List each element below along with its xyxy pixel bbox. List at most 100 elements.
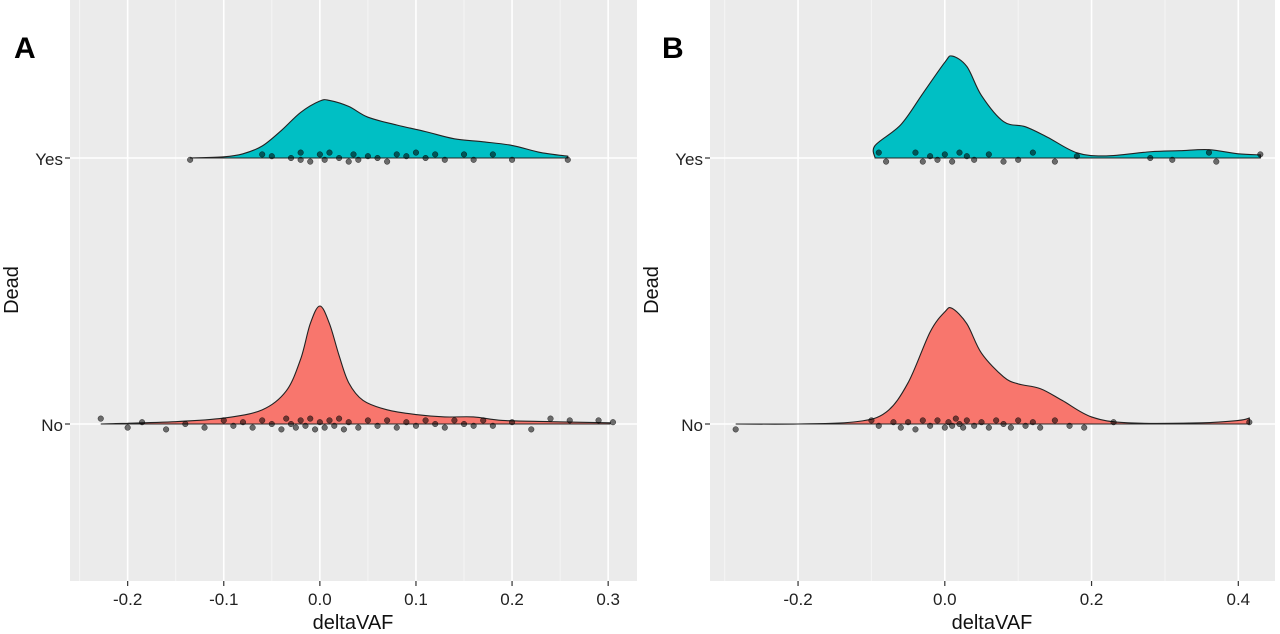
x-tick-label: 0.2 [500, 590, 524, 609]
series-a [97, 99, 617, 433]
data-point-no [547, 415, 554, 422]
data-point-no [201, 424, 208, 431]
panel-a: A -0.2 -0.1 0.0 0.1 0.2 0.3 No Yes deltaVAF Dea… [1, 0, 637, 634]
axes-b: -0.2 0.0 0.2 0.4 No Yes [675, 150, 1250, 609]
data-point-yes [934, 156, 941, 163]
y-tick-label: No [41, 416, 63, 435]
data-point-yes [384, 158, 391, 165]
data-point-yes [374, 154, 381, 162]
data-point-no [489, 422, 496, 429]
data-point-no [1246, 419, 1253, 426]
data-point-no [422, 417, 429, 424]
data-point-yes [268, 153, 275, 160]
data-point-no [609, 419, 617, 426]
density-ridge-no [735, 306, 1250, 425]
axes-a: -0.2 -0.1 0.0 0.1 0.2 0.3 No Yes [35, 150, 620, 609]
data-point-no [1066, 422, 1073, 429]
data-point-no [374, 422, 381, 429]
y-tick-label: No [681, 416, 703, 435]
data-point-yes [1051, 158, 1058, 165]
data-point-no [384, 417, 391, 424]
data-point-no [259, 417, 266, 424]
data-point-no [331, 422, 338, 429]
x-tick-label: -0.2 [783, 590, 812, 609]
plot-background-a [70, 0, 637, 581]
data-point-no [470, 422, 477, 429]
data-point-no [1051, 417, 1058, 424]
data-point-no [595, 417, 602, 424]
data-point-yes [403, 153, 410, 160]
data-point-no [230, 422, 237, 429]
data-point-yes [489, 151, 496, 158]
data-point-no [268, 420, 275, 428]
data-point-yes [287, 154, 295, 162]
data-point-yes [941, 151, 948, 158]
x-axis-title-b: deltaVAF [952, 612, 1033, 634]
panel-label-b: B [662, 32, 684, 65]
data-point-no [297, 417, 304, 424]
data-point-yes [1213, 158, 1220, 165]
data-point-no [412, 422, 420, 429]
data-point-yes [1000, 158, 1007, 165]
data-point-yes [350, 151, 357, 158]
data-point-no [941, 424, 948, 431]
data-point-no [993, 417, 1000, 424]
x-tick-label: 0.0 [308, 590, 332, 609]
data-point-yes [985, 151, 992, 158]
data-point-no [364, 417, 371, 424]
x-tick-label: 0.0 [933, 590, 957, 609]
data-point-yes [509, 156, 516, 163]
data-point-yes [1257, 151, 1264, 158]
data-point-no [566, 417, 573, 424]
data-point-yes [470, 156, 477, 163]
x-tick-label: 0.1 [404, 590, 428, 609]
data-point-no [956, 420, 963, 428]
x-tick-label: 0.4 [1226, 590, 1250, 609]
data-point-no [963, 417, 970, 424]
data-point-no [971, 422, 978, 429]
data-point-yes [355, 156, 362, 163]
x-tick-label: 0.3 [596, 590, 620, 609]
data-point-yes [336, 154, 343, 162]
data-point-yes [460, 151, 468, 158]
data-point-no [934, 417, 941, 424]
data-point-yes [297, 149, 304, 156]
data-point-yes [297, 156, 304, 163]
data-point-no [278, 426, 285, 433]
data-point-no [1007, 424, 1014, 431]
data-point-no [978, 419, 985, 426]
data-point-no [182, 420, 189, 428]
data-point-yes [564, 156, 571, 163]
data-point-yes [1205, 149, 1213, 156]
data-point-no [732, 426, 739, 433]
series-b [732, 55, 1264, 433]
panel-b: B -0.2 0.0 0.2 0.4 No Yes deltaVAF Dead [641, 0, 1275, 634]
density-ridge-no [100, 305, 611, 425]
data-point-no [890, 419, 897, 426]
data-point-yes [883, 158, 890, 165]
data-point-yes [364, 153, 371, 160]
data-point-no [945, 419, 952, 426]
data-point-no [345, 419, 352, 426]
data-point-no [868, 417, 875, 424]
data-point-no [1015, 417, 1022, 424]
data-point-no [1110, 419, 1117, 426]
data-point-yes [875, 149, 882, 156]
density-ridge-yes [872, 55, 1261, 159]
data-point-yes [412, 149, 420, 156]
data-point-no [326, 417, 333, 424]
data-point-no [960, 424, 967, 431]
data-point-yes [1029, 149, 1036, 156]
data-point-no [239, 419, 247, 426]
data-point-yes [956, 149, 963, 156]
data-point-yes [321, 156, 328, 163]
data-point-no [952, 415, 959, 422]
data-point-yes [345, 158, 352, 165]
data-point-yes [971, 156, 978, 163]
data-point-no [124, 424, 131, 431]
data-point-no [1000, 420, 1007, 428]
data-point-yes [422, 154, 429, 162]
data-point-no [441, 424, 448, 431]
x-tick-label: 0.2 [1080, 590, 1104, 609]
y-tick-label: Yes [675, 150, 703, 169]
